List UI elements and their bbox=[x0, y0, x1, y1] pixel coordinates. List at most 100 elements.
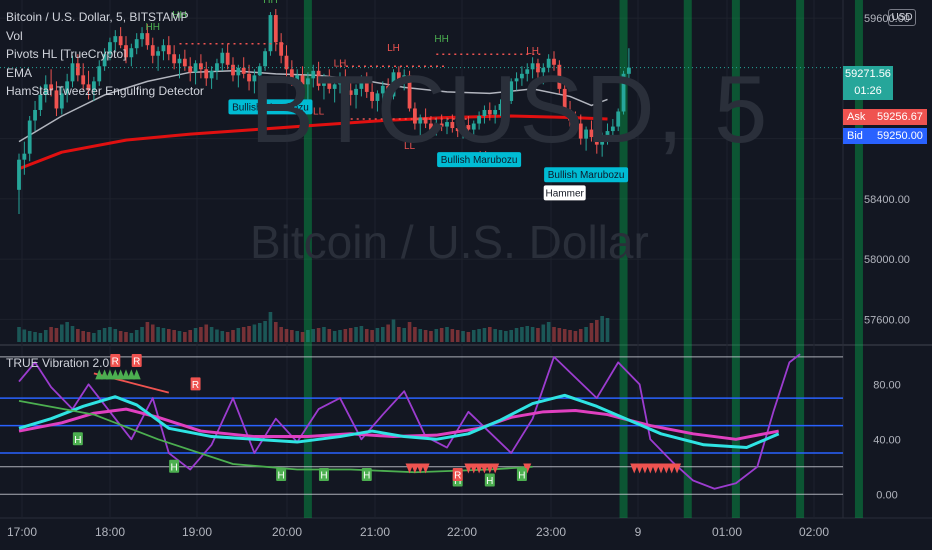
oscillator-legend[interactable]: TRUE Vibration 2.0 bbox=[6, 356, 110, 370]
candle-body bbox=[348, 90, 353, 95]
osc-h-mark: H bbox=[486, 476, 493, 487]
candle-body bbox=[520, 73, 524, 79]
volume-bar bbox=[76, 329, 80, 342]
volume-bar bbox=[397, 327, 401, 342]
candle-body bbox=[455, 128, 460, 132]
volume-bar bbox=[161, 328, 166, 342]
volume-bar bbox=[386, 324, 390, 342]
bid-tag: Bid 59250.00 bbox=[843, 128, 927, 144]
candle-body bbox=[338, 76, 342, 85]
candle-body bbox=[536, 63, 540, 73]
volume-bar bbox=[520, 327, 524, 342]
candle-body bbox=[391, 72, 396, 97]
candle-body bbox=[359, 79, 364, 89]
osc-r-mark: R bbox=[192, 380, 199, 391]
volume-bar bbox=[241, 327, 246, 342]
legend-hamstar[interactable]: HamStar Tweezer Engulfing Detector bbox=[6, 84, 204, 98]
volume-bar bbox=[49, 327, 53, 342]
volume-bar bbox=[27, 331, 32, 342]
candle-body bbox=[616, 111, 621, 127]
volume-bar bbox=[284, 329, 289, 342]
osc-green-triangle bbox=[95, 369, 104, 380]
volume-bar bbox=[562, 329, 567, 342]
osc-r-mark: R bbox=[133, 356, 140, 367]
osc-h-mark-box bbox=[361, 468, 372, 482]
volume-bar bbox=[38, 333, 43, 342]
volume-bar bbox=[348, 328, 353, 342]
time-tick-label: 9 bbox=[635, 525, 642, 539]
currency-button[interactable]: USD bbox=[888, 9, 916, 26]
pivot-label: HH bbox=[172, 10, 186, 21]
candle-body bbox=[461, 125, 465, 132]
legend-pivots[interactable]: Pivots HL [TrueCrypto] bbox=[6, 47, 127, 61]
pattern-label-box bbox=[228, 99, 313, 115]
candle-body bbox=[284, 55, 289, 70]
candle-body bbox=[33, 109, 37, 121]
volume-bar bbox=[541, 324, 546, 342]
volume-bar bbox=[209, 327, 214, 342]
volume-bar bbox=[327, 329, 332, 342]
volume-bar bbox=[477, 329, 481, 342]
legend-vol[interactable]: Vol bbox=[6, 28, 23, 43]
candle-body bbox=[279, 42, 284, 56]
volume-bar bbox=[150, 324, 155, 342]
volume-bar bbox=[134, 330, 139, 342]
volume-bar bbox=[102, 328, 107, 342]
osc-red-triangle bbox=[646, 463, 655, 474]
osc-r-mark-box bbox=[190, 377, 201, 391]
volume-bar bbox=[306, 330, 310, 342]
signal-highlight-column bbox=[796, 0, 805, 518]
legend-symbol[interactable]: Bitcoin / U.S. Dollar, 5, BITSTAMP bbox=[6, 10, 189, 24]
volume-bar bbox=[573, 331, 578, 342]
ema-long-line bbox=[18, 114, 608, 171]
candle-body bbox=[322, 78, 326, 86]
candle-body bbox=[236, 67, 241, 76]
candle-body bbox=[140, 33, 144, 40]
osc-red-triangle bbox=[651, 463, 660, 474]
candle-body bbox=[300, 75, 305, 85]
volume-bar bbox=[482, 328, 487, 342]
osc-h-mark-box bbox=[169, 459, 180, 473]
pattern-label: Hammer bbox=[546, 188, 585, 199]
volume-bar bbox=[514, 328, 519, 342]
candle-body bbox=[418, 117, 423, 124]
candle-body bbox=[182, 58, 187, 67]
candle-body bbox=[92, 81, 96, 91]
volume-bar bbox=[193, 328, 198, 342]
volume-bar bbox=[43, 330, 48, 342]
candle-body bbox=[621, 73, 626, 112]
candle-body bbox=[423, 117, 428, 124]
osc-h-mark-box bbox=[72, 432, 83, 446]
volume-bar bbox=[290, 330, 294, 342]
signal-highlight-column bbox=[619, 0, 628, 518]
candle-body bbox=[546, 58, 551, 68]
legend-ema[interactable]: EMA bbox=[6, 65, 33, 80]
candle-body bbox=[81, 75, 86, 85]
candle-body bbox=[589, 129, 594, 138]
volume-bar bbox=[65, 322, 69, 342]
volume-bar bbox=[584, 327, 588, 342]
candle-body bbox=[375, 93, 380, 101]
candle-body bbox=[610, 126, 615, 132]
volume-bar bbox=[167, 329, 171, 342]
volume-bar bbox=[471, 330, 476, 342]
volume-bar bbox=[225, 332, 230, 342]
candle-body bbox=[257, 66, 262, 76]
osc-red-triangle bbox=[469, 463, 478, 474]
candle-body bbox=[627, 67, 631, 74]
candle-body bbox=[295, 75, 300, 82]
candle-body bbox=[439, 123, 444, 127]
volume-bar bbox=[268, 312, 273, 342]
candle-body bbox=[49, 84, 53, 91]
bid-label: Bid bbox=[847, 130, 863, 142]
volume-bar bbox=[204, 324, 209, 342]
candle-body bbox=[59, 93, 64, 109]
osc-green-triangle bbox=[127, 369, 136, 380]
volume-bar bbox=[118, 331, 123, 342]
candle-body bbox=[209, 70, 214, 79]
candle-body bbox=[38, 94, 43, 110]
signal-highlight-column bbox=[854, 0, 863, 518]
candle-body bbox=[215, 63, 219, 71]
osc-red-triangle bbox=[491, 463, 500, 474]
